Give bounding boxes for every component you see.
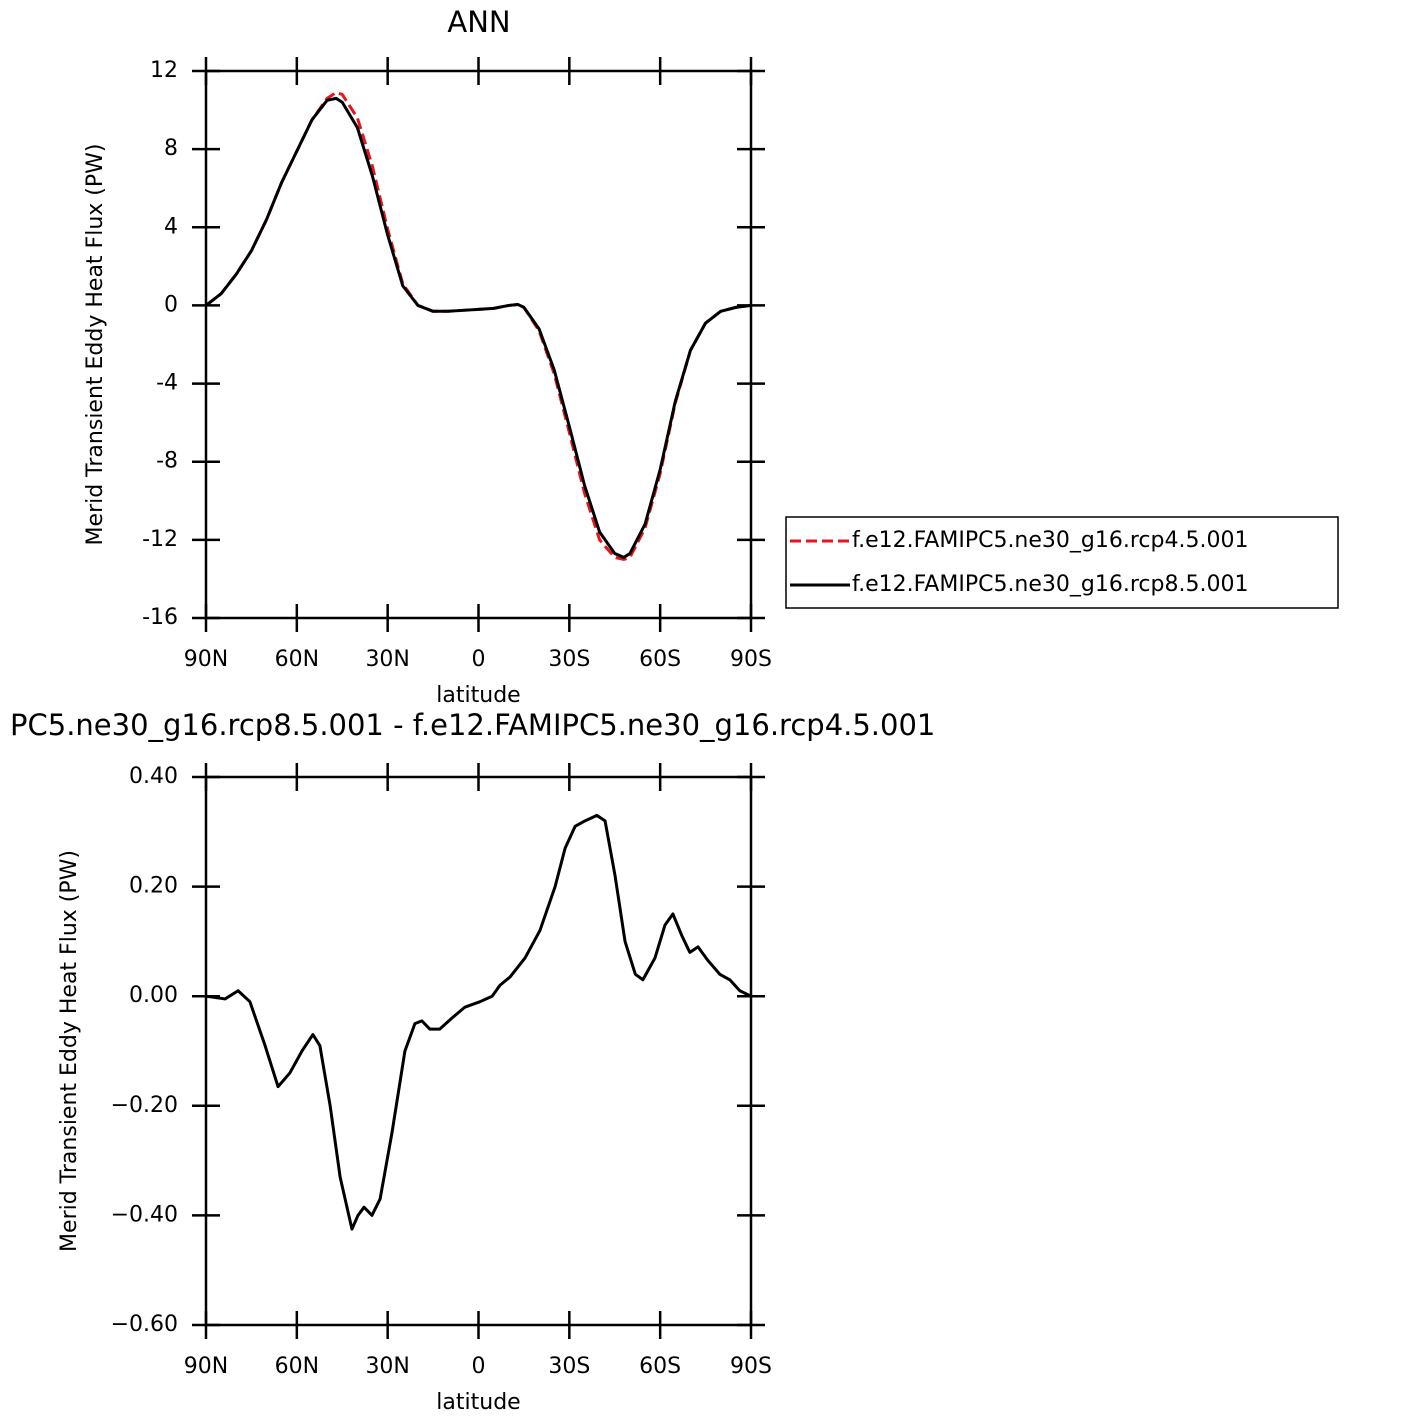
x-tick-label: 90N: [184, 647, 228, 672]
y-tick-label: −0.60: [111, 1312, 178, 1337]
plot-frame: [204, 69, 753, 620]
x-tick-label: 60S: [639, 647, 681, 672]
y-tick-label: −0.40: [111, 1202, 178, 1227]
chart-title: PC5.ne30_g16.rcp8.5.001 - f.e12.FAMIPC5.…: [10, 708, 935, 742]
data-line: [205, 96, 752, 559]
chart-title: ANN: [447, 5, 510, 39]
y-tick-label: 4: [164, 214, 178, 239]
legend-label: f.e12.FAMIPC5.ne30_g16.rcp4.5.001: [852, 528, 1248, 553]
data-line: [205, 90, 752, 561]
y-tick-label: -12: [142, 527, 178, 552]
y-tick-label: 0.20: [129, 874, 178, 899]
plot-frame: [204, 775, 753, 1327]
y-tick-label: -8: [156, 449, 178, 474]
data-line: [205, 813, 752, 1231]
x-tick-label: 90S: [730, 647, 772, 672]
x-tick-label: 30N: [365, 647, 409, 672]
y-tick-label: 12: [150, 58, 178, 83]
x-tick-label: 60S: [639, 1354, 681, 1379]
x-tick-label: 90S: [730, 1354, 772, 1379]
x-axis-label: latitude: [436, 1390, 520, 1415]
x-tick-label: 0: [472, 1354, 486, 1379]
x-tick-label: 30N: [365, 1354, 409, 1379]
x-tick-label: 30S: [548, 647, 590, 672]
y-tick-label: −0.20: [111, 1093, 178, 1118]
x-tick-label: 60N: [275, 647, 319, 672]
legend-box: [785, 516, 1339, 609]
y-tick-label: 0: [164, 292, 178, 317]
x-axis-label: latitude: [436, 683, 520, 708]
x-tick-label: 90N: [184, 1354, 228, 1379]
x-tick-label: 60N: [275, 1354, 319, 1379]
y-tick-label: 0.00: [129, 983, 178, 1008]
y-tick-label: -16: [142, 605, 178, 630]
y-axis-label: Merid Transient Eddy Heat Flux (PW): [57, 850, 82, 1252]
x-tick-label: 0: [472, 647, 486, 672]
x-tick-label: 30S: [548, 1354, 590, 1379]
y-tick-label: -4: [156, 371, 178, 396]
legend-label: f.e12.FAMIPC5.ne30_g16.rcp8.5.001: [852, 572, 1248, 597]
y-axis-label: Merid Transient Eddy Heat Flux (PW): [83, 144, 108, 546]
y-tick-label: 0.40: [129, 764, 178, 789]
y-tick-label: 8: [164, 136, 178, 161]
